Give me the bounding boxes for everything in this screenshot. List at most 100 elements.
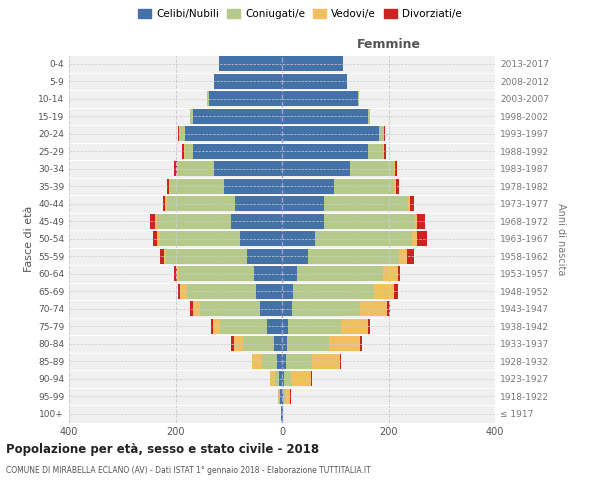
Bar (280, 371, 282, 386)
Bar (383, 266, 398, 281)
Bar (190, 108, 193, 124)
Bar (308, 248, 399, 264)
Bar (176, 266, 179, 281)
Bar (175, 161, 176, 176)
Legend: Celibi/Nubili, Coniugati/e, Vedovi/e, Divorziati/e: Celibi/Nubili, Coniugati/e, Vedovi/e, Di… (134, 5, 466, 24)
Bar (233, 336, 243, 351)
Bar (398, 266, 400, 281)
Bar (379, 126, 384, 142)
Bar (287, 336, 329, 351)
Bar (292, 301, 360, 316)
Bar (167, 196, 235, 212)
Text: Popolazione per età, sesso e stato civile - 2018: Popolazione per età, sesso e stato civil… (6, 442, 319, 456)
Bar (282, 91, 358, 106)
Bar (151, 214, 155, 229)
Bar (282, 371, 284, 386)
Bar (410, 196, 414, 212)
Bar (282, 108, 368, 124)
Bar (176, 161, 178, 176)
Bar (334, 178, 394, 194)
Bar (407, 248, 414, 264)
Bar (282, 388, 283, 404)
Bar (312, 354, 340, 369)
Bar (394, 178, 396, 194)
Bar (282, 336, 287, 351)
Bar (232, 336, 233, 351)
Bar (160, 231, 241, 246)
Bar (394, 161, 395, 176)
Bar (286, 354, 312, 369)
Bar (178, 284, 180, 299)
Bar (247, 248, 282, 264)
Bar (164, 248, 166, 264)
Bar (260, 301, 282, 316)
Bar (256, 284, 282, 299)
Text: Femmine: Femmine (356, 38, 421, 52)
Bar (323, 214, 415, 229)
Bar (200, 301, 260, 316)
Bar (175, 266, 176, 281)
Bar (384, 144, 386, 159)
Bar (170, 178, 224, 194)
Bar (383, 144, 384, 159)
Bar (281, 406, 282, 421)
Bar (211, 318, 213, 334)
Bar (284, 388, 290, 404)
Bar (275, 371, 280, 386)
Bar (280, 388, 282, 404)
Bar (267, 318, 282, 334)
Bar (388, 301, 389, 316)
Bar (290, 388, 291, 404)
Bar (209, 91, 282, 106)
Bar (282, 214, 323, 229)
Bar (407, 196, 410, 212)
Bar (315, 231, 412, 246)
Bar (241, 231, 282, 246)
Bar (178, 161, 214, 176)
Bar (185, 126, 282, 142)
Bar (232, 214, 282, 229)
Bar (282, 74, 347, 89)
Bar (193, 301, 200, 316)
Bar (184, 144, 185, 159)
Bar (179, 126, 180, 142)
Bar (180, 284, 187, 299)
Bar (282, 284, 293, 299)
Bar (224, 178, 282, 194)
Bar (254, 266, 282, 281)
Bar (219, 56, 282, 72)
Bar (293, 284, 374, 299)
Bar (341, 318, 368, 334)
Bar (160, 248, 164, 264)
Bar (368, 144, 383, 159)
Bar (358, 91, 359, 106)
Bar (291, 371, 311, 386)
Bar (395, 161, 397, 176)
Bar (297, 266, 383, 281)
Bar (274, 336, 282, 351)
Bar (153, 231, 157, 246)
Bar (282, 318, 289, 334)
Bar (193, 108, 282, 124)
Bar (193, 144, 282, 159)
Bar (220, 318, 267, 334)
Bar (360, 301, 388, 316)
Bar (340, 354, 341, 369)
Bar (282, 161, 350, 176)
Bar (329, 336, 360, 351)
Bar (394, 284, 398, 299)
Bar (213, 318, 220, 334)
Bar (282, 196, 323, 212)
Bar (282, 144, 368, 159)
Bar (182, 144, 184, 159)
Bar (282, 56, 343, 72)
Bar (384, 126, 385, 142)
Bar (417, 214, 425, 229)
Bar (187, 284, 256, 299)
Bar (282, 231, 315, 246)
Bar (185, 144, 193, 159)
Bar (190, 301, 193, 316)
Bar (252, 354, 262, 369)
Bar (270, 371, 275, 386)
Bar (399, 248, 407, 264)
